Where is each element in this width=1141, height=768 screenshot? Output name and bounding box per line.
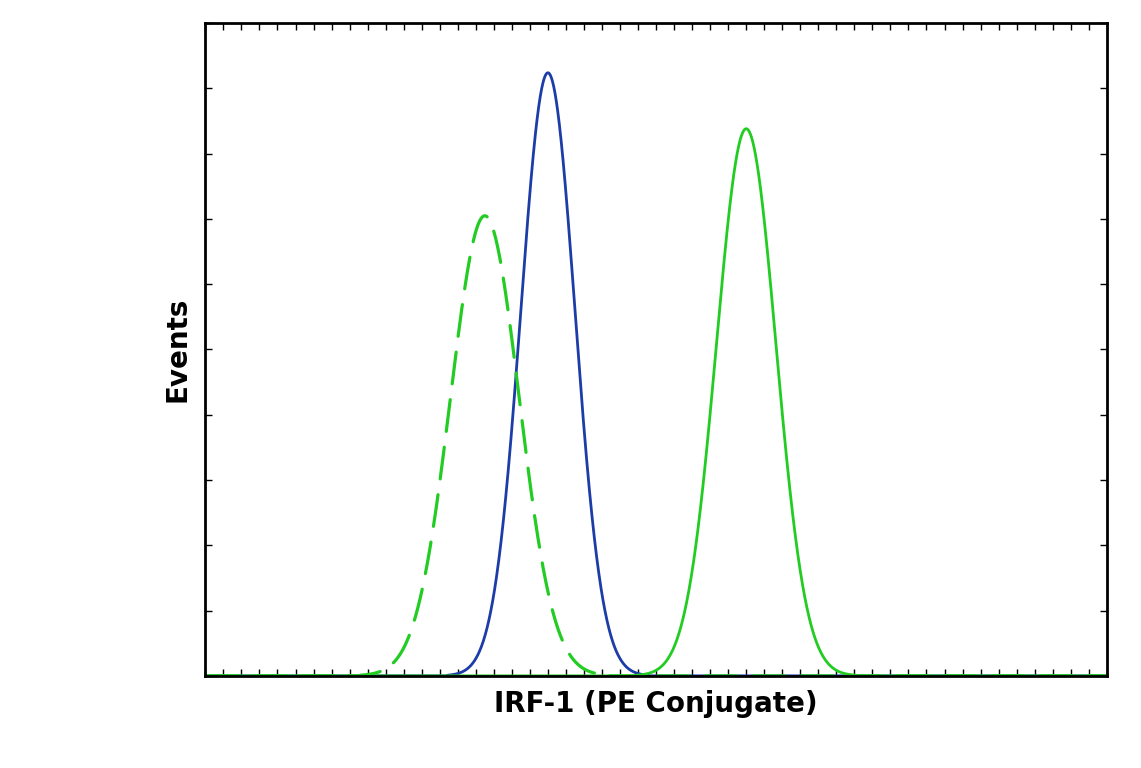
Y-axis label: Events: Events: [163, 296, 192, 402]
X-axis label: IRF-1 (PE Conjugate): IRF-1 (PE Conjugate): [494, 690, 818, 718]
